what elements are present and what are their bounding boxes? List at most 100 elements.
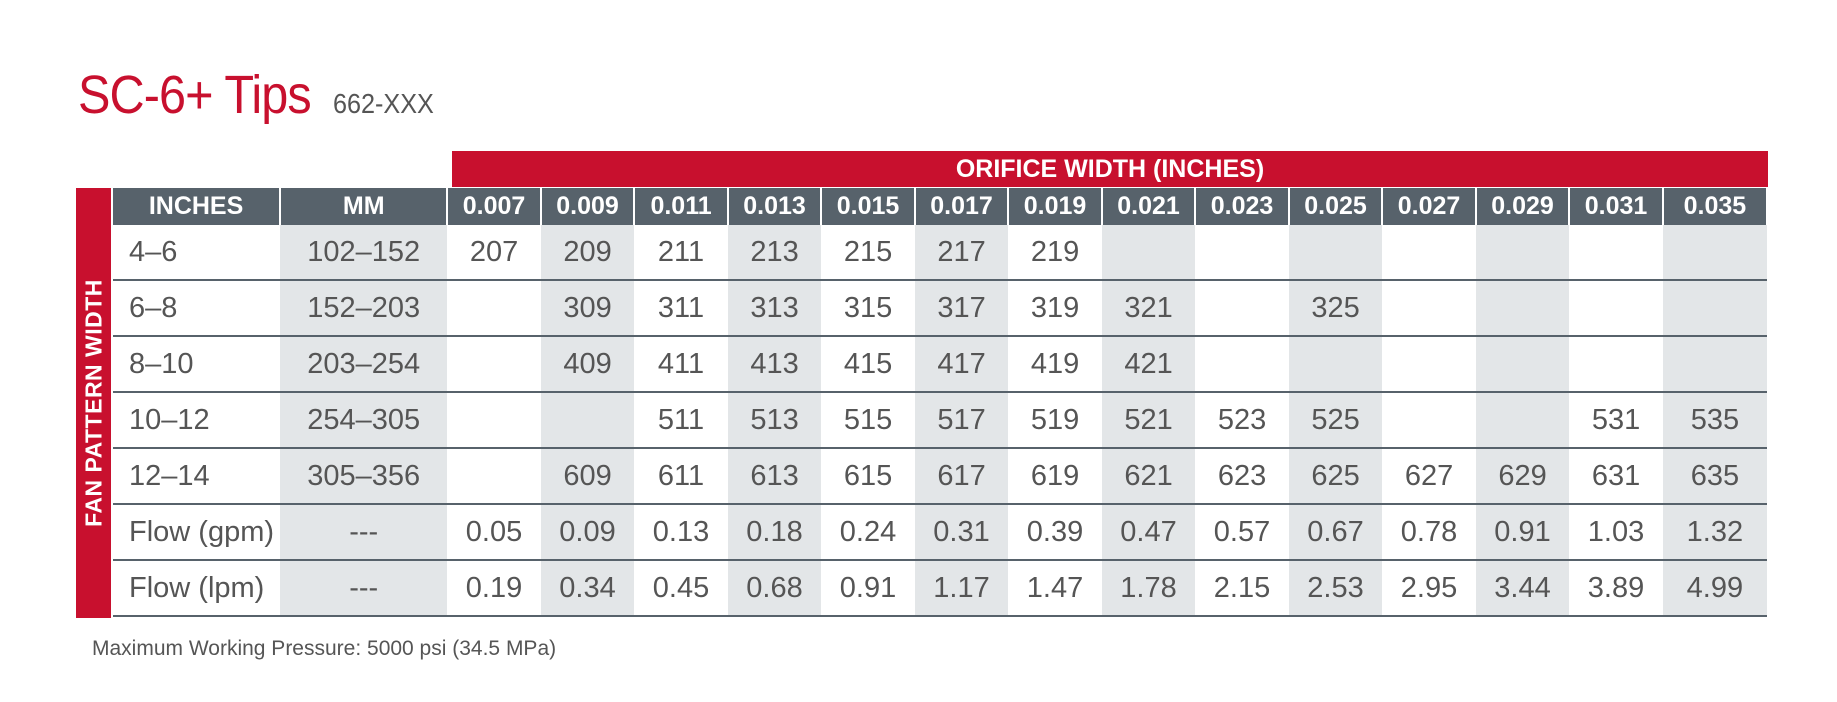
column-header: 0.009	[539, 188, 636, 225]
table-cell	[1475, 280, 1570, 337]
table-cell: 1.17	[914, 560, 1009, 617]
table-cell	[1195, 225, 1289, 281]
column-header: 0.025	[1287, 188, 1384, 225]
table-cell: 0.91	[821, 560, 915, 617]
table-cell: 313	[727, 280, 822, 337]
table-cell	[1569, 336, 1663, 393]
table-cell	[447, 392, 541, 449]
table-cell: 525	[1288, 392, 1383, 449]
table-cell: 0.68	[727, 560, 822, 617]
fan-pattern-width-text: FAN PATTERN WIDTH	[80, 279, 106, 527]
column-header: 0.029	[1474, 188, 1571, 225]
page-title: SC-6+ Tips	[78, 65, 312, 125]
column-header: 0.007	[446, 188, 542, 225]
table-cell: 519	[1008, 392, 1102, 449]
table-cell	[447, 336, 541, 393]
table-cell: 615	[821, 448, 915, 505]
table-cell: 631	[1569, 448, 1663, 505]
table-cell: 321	[1101, 280, 1196, 337]
column-header: INCHES	[113, 188, 282, 225]
column-header: 0.013	[726, 188, 823, 225]
table-cell	[1569, 280, 1663, 337]
table-cell: 521	[1101, 392, 1196, 449]
table-row: Flow (gpm) --- 0.05 0.09 0.13 0.18 0.24 0.31 0.3…	[113, 504, 1767, 561]
table-cell: 8–10	[113, 336, 281, 393]
table-cell: 0.18	[727, 504, 822, 561]
table-cell: 4.99	[1662, 560, 1767, 617]
table-cell: 213	[727, 225, 822, 281]
table-cell: 0.47	[1101, 504, 1196, 561]
table-cell	[1288, 336, 1383, 393]
column-header: 0.015	[820, 188, 916, 225]
table-cell	[1382, 336, 1476, 393]
table-cell: 10–12	[113, 392, 281, 449]
page-subtitle: 662-XXX	[332, 88, 434, 119]
table-cell: 203–254	[280, 336, 448, 393]
column-header: 0.023	[1194, 188, 1290, 225]
table-cell: 211	[634, 225, 728, 281]
table-row: 8–10 203–254 409 411 413 415 417 419 421	[113, 336, 1767, 393]
table-cell: 311	[634, 280, 728, 337]
table-cell: 515	[821, 392, 915, 449]
table-cell: 409	[540, 336, 635, 393]
table-cell	[1382, 225, 1476, 281]
table-cell	[540, 392, 635, 449]
table-cell: 0.34	[540, 560, 635, 617]
table-cell: 415	[821, 336, 915, 393]
table-cell	[1475, 225, 1570, 281]
table-cell: 413	[727, 336, 822, 393]
table-cell	[1101, 225, 1196, 281]
table-cell: 619	[1008, 448, 1102, 505]
table-cell: 0.91	[1475, 504, 1570, 561]
table-cell: 523	[1195, 392, 1289, 449]
column-header: 0.011	[633, 188, 729, 225]
table-cell	[1382, 280, 1476, 337]
table-cell: 2.15	[1195, 560, 1289, 617]
table-cell: Flow (lpm)	[113, 560, 281, 617]
table-cell: 0.67	[1288, 504, 1383, 561]
table-cell: 219	[1008, 225, 1102, 281]
table-cell: ---	[280, 560, 448, 617]
orifice-width-header: ORIFICE WIDTH (INCHES)	[452, 151, 1768, 187]
table-cell	[1382, 392, 1476, 449]
column-header: 0.035	[1661, 188, 1769, 225]
table-cell: 623	[1195, 448, 1289, 505]
table-cell: 627	[1382, 448, 1476, 505]
table-cell: 517	[914, 392, 1009, 449]
table-cell: 0.24	[821, 504, 915, 561]
table-cell: 0.05	[447, 504, 541, 561]
table-cell: 254–305	[280, 392, 448, 449]
table-cell: 6–8	[113, 280, 281, 337]
table-cell: 513	[727, 392, 822, 449]
table-cell: 625	[1288, 448, 1383, 505]
table-cell: 0.57	[1195, 504, 1289, 561]
table-cell: 0.09	[540, 504, 635, 561]
table-cell: 621	[1101, 448, 1196, 505]
table-cell: 102–152	[280, 225, 448, 281]
table-row: Flow (lpm) --- 0.19 0.34 0.45 0.68 0.91 1.17 1.4…	[113, 560, 1767, 617]
table-cell: 315	[821, 280, 915, 337]
table-cell: 2.95	[1382, 560, 1476, 617]
table-cell: 12–14	[113, 448, 281, 505]
table-cell: 319	[1008, 280, 1102, 337]
column-header: 0.019	[1007, 188, 1103, 225]
table-cell: 3.89	[1569, 560, 1663, 617]
table-cell: 635	[1662, 448, 1767, 505]
table-cell: 317	[914, 280, 1009, 337]
table-cell	[447, 448, 541, 505]
table-cell: 421	[1101, 336, 1196, 393]
table-cell: 617	[914, 448, 1009, 505]
column-header: 0.031	[1568, 188, 1664, 225]
table-cell	[1662, 280, 1767, 337]
table-cell: 611	[634, 448, 728, 505]
table-cell: 609	[540, 448, 635, 505]
table-cell: 1.78	[1101, 560, 1196, 617]
table-cell: 411	[634, 336, 728, 393]
table-cell: 1.03	[1569, 504, 1663, 561]
column-header: 0.027	[1381, 188, 1477, 225]
table-cell	[1662, 225, 1767, 281]
table-cell: 207	[447, 225, 541, 281]
table-row: 6–8 152–203 309 311 313 315 317 319 321 325	[113, 280, 1767, 337]
table-row: 12–14 305–356 609 611 613 615 617 619 621 623 625 6…	[113, 448, 1767, 505]
table-cell	[1569, 225, 1663, 281]
